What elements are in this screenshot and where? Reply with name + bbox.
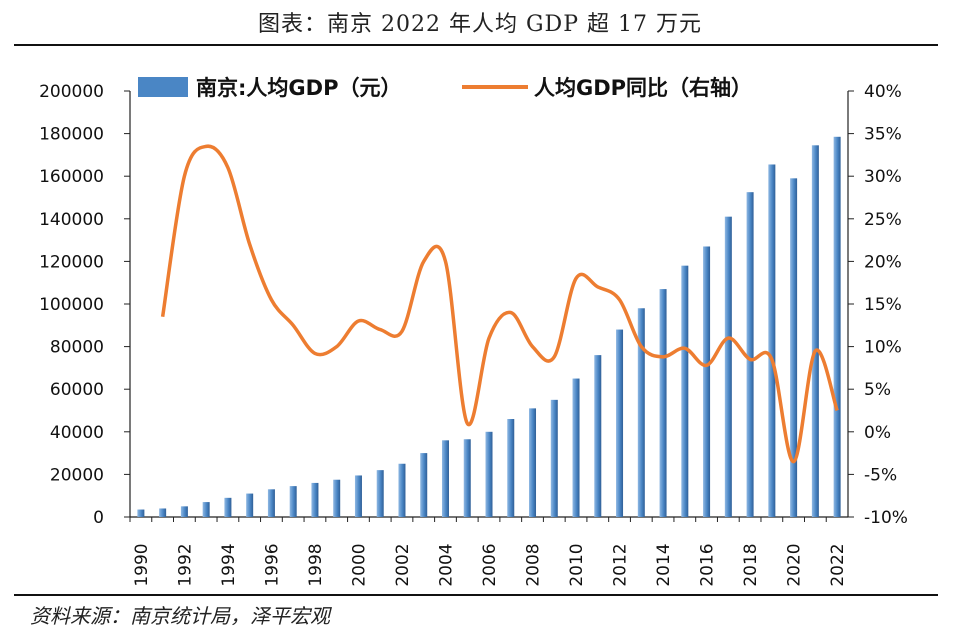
gdp-bar-2021 [811,145,819,517]
y-left-tick-label: 140000 [39,210,104,230]
x-tick-label: 2022 [828,543,848,586]
gdp-bar-2011 [594,355,602,517]
footer-rule [14,594,938,596]
x-tick-label: 1996 [262,543,282,586]
yoy-line [160,144,839,464]
gdp-bar-2020 [790,178,798,517]
y-left-tick-label: 60000 [50,380,104,400]
title-rule [14,44,938,46]
gdp-bar-2010 [572,378,580,517]
gdp-bar-2013 [637,308,645,517]
x-tick-label: 2014 [654,543,674,586]
source-note: 资料来源：南京统计局，泽平宏观 [30,604,330,628]
x-tick-label: 1990 [132,543,152,586]
gdp-bar-2002 [398,463,406,517]
y-left-tick-label: 20000 [50,465,104,485]
y-right-tick-label: 0% [864,423,891,443]
y-right-tick-label: 15% [864,295,902,315]
y-left-tick-label: 100000 [39,295,104,315]
gdp-bar-2001 [376,470,384,517]
x-tick-label: 2000 [349,543,369,586]
legend-line-label: 人均GDP同比（右轴） [534,76,752,100]
y-right-tick-label: 5% [864,380,891,400]
x-tick-label: 2020 [785,543,805,586]
bar-series [137,136,841,518]
y-right-tick-label: -5% [864,465,897,485]
y-left-tick-label: 40000 [50,423,104,443]
gdp-bar-1999 [333,479,341,517]
x-tick-label: 1992 [175,543,195,586]
gdp-bar-1995 [246,493,254,517]
gdp-bar-2006 [485,431,493,517]
gdp-bar-2015 [681,265,689,517]
gdp-bar-2022 [833,136,841,518]
x-tick-label: 2006 [480,543,500,586]
legend: 南京:人均GDP（元） 人均GDP同比（右轴） [138,76,752,100]
gdp-bar-1990 [137,509,145,517]
chart-title: 图表：南京 2022 年人均 GDP 超 17 万元 [258,12,702,37]
x-tick-label: 2002 [393,543,413,586]
legend-bar-swatch [138,77,188,97]
gdp-bar-2007 [507,419,515,517]
y-left-tick-label: 120000 [39,252,104,272]
gdp-bar-1993 [202,502,210,517]
gdp-bar-2009 [550,399,558,517]
gdp-bar-2005 [463,439,471,517]
y-right-tick-label: 25% [864,210,902,230]
gdp-bar-2000 [354,475,362,517]
y-right-tick-label: 35% [864,125,902,145]
y-left-tick-label: 80000 [50,338,104,358]
gdp-bar-1998 [311,482,319,517]
x-tick-label: 2012 [611,543,631,586]
gdp-bar-1992 [180,506,188,517]
y-left-tick-label: 200000 [39,82,104,102]
y-left-tick-label: 0 [93,508,104,528]
x-tick-label: 2018 [741,543,761,586]
gdp-bar-1991 [159,508,167,517]
y-left-tick-label: 160000 [39,167,104,187]
gdp-bar-2008 [529,408,537,517]
y-left-tick-label: 180000 [39,125,104,145]
y-right-tick-label: 40% [864,82,902,102]
gdp-bar-2004 [441,440,449,517]
x-tick-label: 2016 [698,543,718,586]
gdp-bar-1996 [267,489,275,517]
gdp-bar-2014 [659,289,667,517]
x-tick-label: 2008 [524,543,544,586]
x-tick-label: 2010 [567,543,587,586]
gdp-bar-2017 [724,216,732,518]
chart-svg: 南京:人均GDP（元） 人均GDP同比（右轴） 0 20000 40000 60000… [39,76,908,587]
x-tick-label: 1998 [306,543,326,586]
y-right-tick-label: 30% [864,167,902,187]
gdp-bar-2019 [768,164,776,518]
x-tick-label: 1994 [219,543,239,586]
gdp-bar-2012 [616,329,624,517]
gdp-bar-2016 [703,246,711,518]
gdp-bar-1997 [289,486,297,517]
legend-bar-label: 南京:人均GDP（元） [196,76,401,100]
gdp-bar-2003 [420,453,428,517]
x-tick-label: 2004 [436,543,456,586]
gdp-bar-2018 [746,192,754,518]
y-right-tick-label: -10% [864,508,908,528]
y-right-tick-label: 10% [864,338,902,358]
y-right-tick-label: 20% [864,252,902,272]
gdp-bar-1994 [224,497,232,517]
